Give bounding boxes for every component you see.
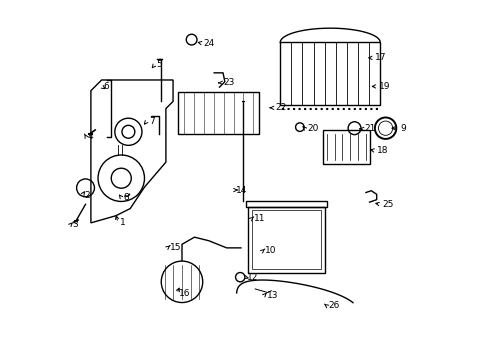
Text: 12: 12 xyxy=(246,273,258,282)
Bar xyxy=(247,207,324,273)
Text: 19: 19 xyxy=(378,82,389,91)
Text: 16: 16 xyxy=(179,289,190,298)
Text: 15: 15 xyxy=(170,243,182,252)
Text: 6: 6 xyxy=(103,82,109,91)
Text: 5: 5 xyxy=(156,60,162,69)
Text: 10: 10 xyxy=(264,246,276,255)
Text: 20: 20 xyxy=(307,125,318,134)
Text: 22: 22 xyxy=(275,103,286,112)
Text: 8: 8 xyxy=(123,193,129,202)
Text: 13: 13 xyxy=(266,291,278,300)
Text: 24: 24 xyxy=(203,39,215,48)
Bar xyxy=(323,130,369,164)
Text: 4: 4 xyxy=(88,132,94,141)
Text: 18: 18 xyxy=(377,146,388,155)
Bar xyxy=(246,202,326,207)
Text: 2: 2 xyxy=(84,190,90,199)
Text: 14: 14 xyxy=(235,185,247,194)
Text: 26: 26 xyxy=(328,301,340,310)
Text: 7: 7 xyxy=(148,117,154,126)
Bar xyxy=(178,93,258,134)
Bar xyxy=(280,42,380,105)
Text: 17: 17 xyxy=(374,53,386,62)
Text: 3: 3 xyxy=(73,220,78,229)
Text: 11: 11 xyxy=(253,214,265,223)
Text: 21: 21 xyxy=(364,125,375,134)
Text: 23: 23 xyxy=(224,78,235,87)
Text: 9: 9 xyxy=(400,124,405,133)
Text: 25: 25 xyxy=(382,200,393,209)
Text: 1: 1 xyxy=(120,219,126,228)
Bar xyxy=(251,210,321,269)
